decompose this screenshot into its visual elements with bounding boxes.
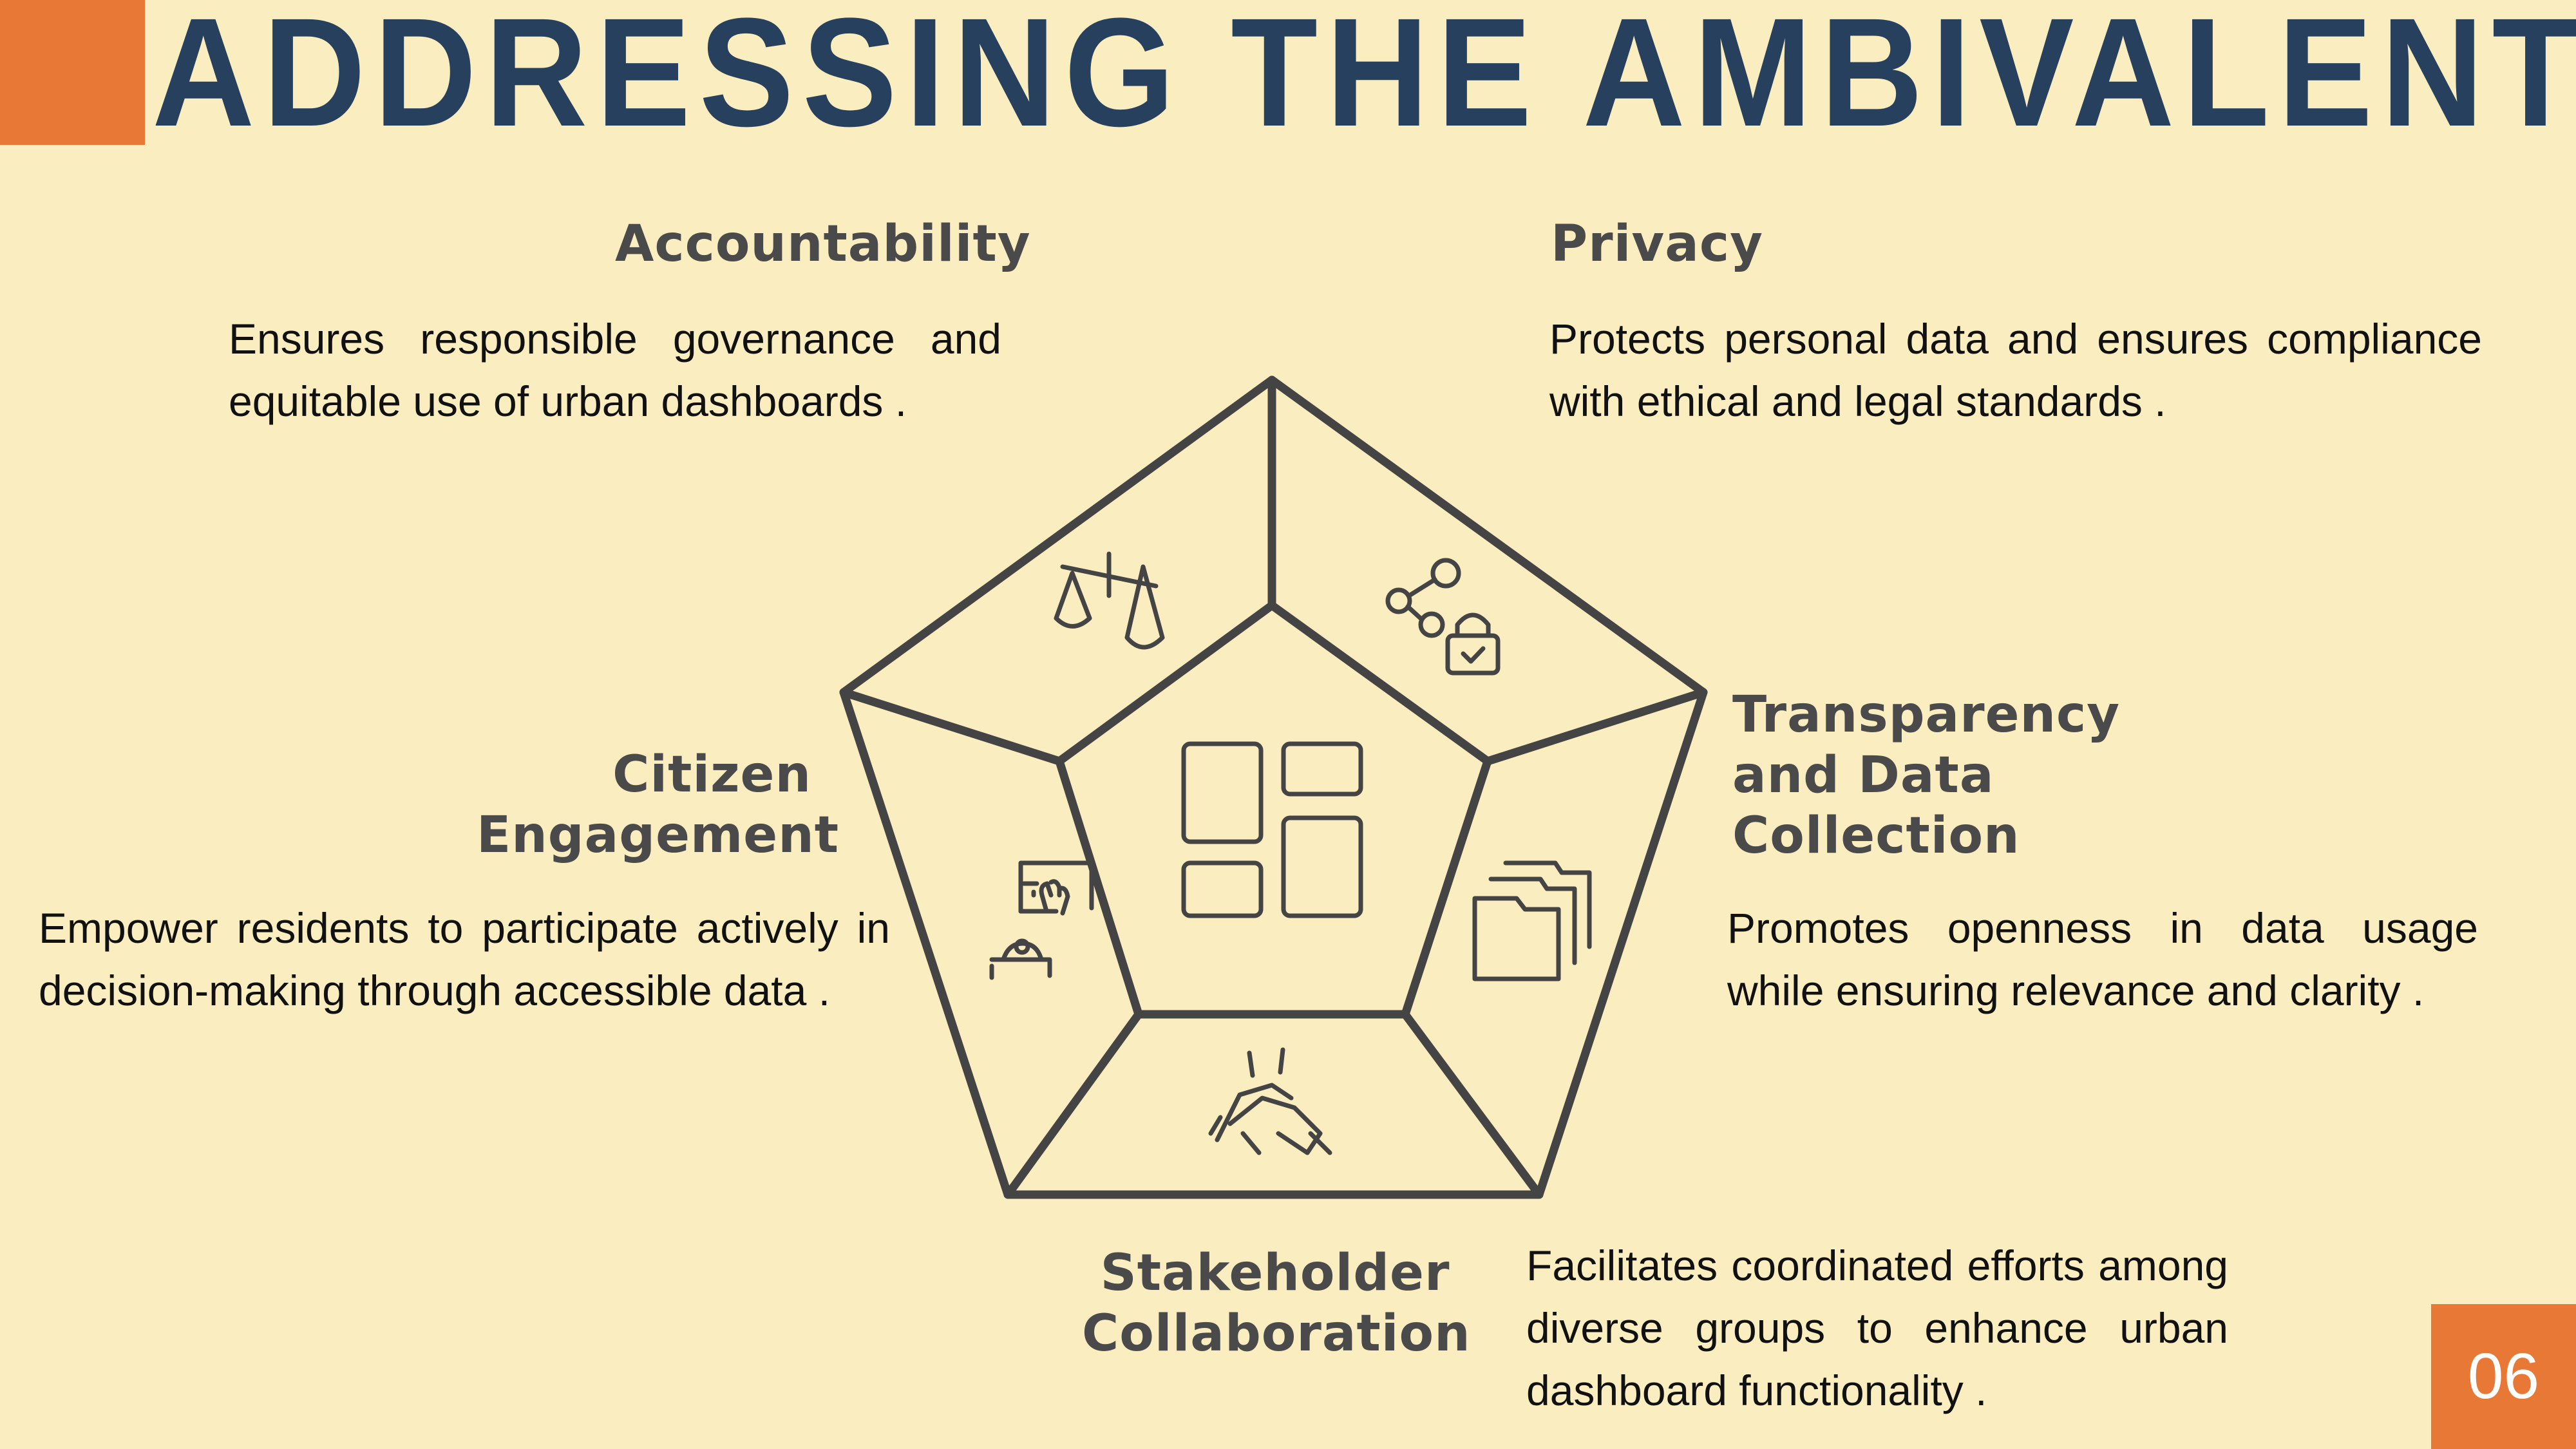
transparency-description: Promotes openness in data usage while en… [1727, 904, 2478, 1014]
citizen-description: Empower residents to participate activel… [39, 904, 890, 1014]
citizen-screen-icon [989, 860, 1094, 980]
citizen-heading: Citizen Engagement [477, 744, 840, 866]
spoke-right [1483, 688, 1708, 766]
handshake-icon [1208, 1047, 1332, 1155]
slide-title: ADDRESSING THE AMBIVALENT AFFORDANCES [152, 0, 2576, 158]
dashboard-icon [1181, 741, 1363, 918]
accountability-description: Ensures responsible governance and equit… [229, 315, 1001, 425]
privacy-heading: Privacy [1551, 215, 1763, 273]
page-number-badge: 06 [2431, 1304, 2576, 1449]
transparency-heading-line-1: Transparency [1732, 686, 2121, 744]
transparency-heading-line-2: and Data [1732, 746, 1994, 804]
spoke-bottom-right [1401, 1010, 1544, 1199]
title-accent-block [0, 0, 145, 145]
scales-icon [1054, 551, 1165, 650]
stakeholder-description: Facilitates coordinated efforts among di… [1526, 1242, 2228, 1414]
citizen-heading-line-2: Engagement [477, 806, 840, 864]
stakeholder-heading-line-2: Collaboration [1082, 1305, 1471, 1363]
stakeholder-heading-line-1: Stakeholder [1100, 1244, 1450, 1302]
outer-pentagon [839, 375, 1708, 1199]
spoke-left [839, 688, 1064, 766]
spoke-bottom-left [1003, 1010, 1143, 1199]
folders-icon [1472, 860, 1592, 981]
share-lock-icon [1385, 558, 1501, 676]
inner-pentagon [1055, 601, 1492, 1019]
transparency-heading-line-3: Collection [1732, 807, 2020, 865]
privacy-description: Protects personal data and ensures compl… [1549, 315, 2482, 425]
citizen-heading-line-1: Citizen [612, 746, 811, 804]
accountability-heading: Accountability [615, 215, 1031, 273]
stakeholder-heading: Stakeholder Collaboration [1082, 1243, 1471, 1364]
transparency-heading: Transparency and Data Collection [1732, 685, 2120, 866]
